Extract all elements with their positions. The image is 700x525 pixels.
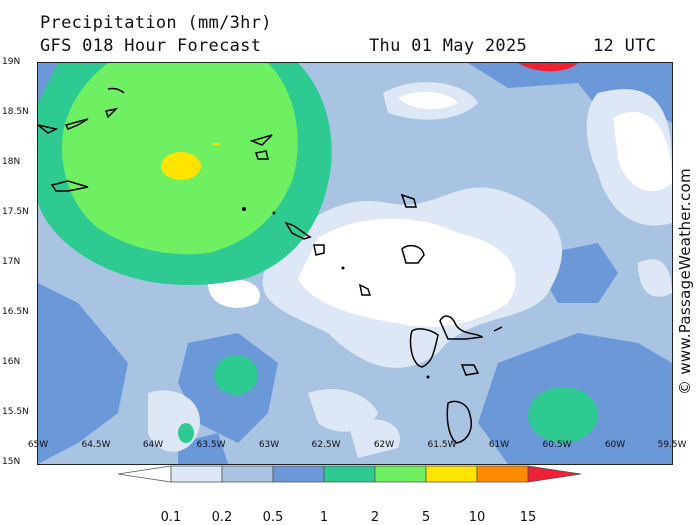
credit-text: © www.PassageWeather.com (676, 168, 694, 395)
legend-swatch (272, 465, 325, 483)
legend-swatch (323, 465, 376, 483)
lat-label-16-5n: 16.5N (2, 307, 29, 317)
lon-label-61-5w: 61.5W (427, 440, 457, 450)
legend-swatch (170, 465, 223, 483)
lon-label-63w: 63W (258, 440, 280, 450)
legend-label-10: 10 (468, 510, 486, 525)
legend-label-1: 1 (319, 510, 329, 525)
precipitation-field (38, 63, 672, 464)
legend-swatch (425, 465, 478, 483)
lon-label-65w: 65W (27, 440, 49, 450)
forecast-date: Thu 01 May 2025 (369, 36, 528, 56)
lat-label-15-5n: 15.5N (2, 407, 29, 417)
legend-arrow-high (527, 465, 582, 483)
lon-label-63-5w: 63.5W (196, 440, 226, 450)
lon-label-59-5w: 59.5W (657, 440, 687, 450)
lon-label-60-5w: 60.5W (542, 440, 572, 450)
precip-band-east (468, 63, 672, 123)
legend-label-0-1: 0.1 (160, 510, 182, 525)
lon-label-62-5w: 62.5W (311, 440, 341, 450)
legend-label-0-5: 0.5 (262, 510, 284, 525)
legend-arrow-low (118, 465, 172, 483)
lat-label-16n: 16N (2, 357, 21, 367)
coastlines (38, 87, 503, 444)
lat-label-17n: 17N (2, 257, 21, 267)
forecast-subtitle: GFS 018 Hour Forecast (40, 36, 262, 56)
lat-label-18n: 18N (2, 157, 21, 167)
lon-label-64w: 64W (142, 440, 164, 450)
legend-label-0-2: 0.2 (211, 510, 233, 525)
lon-label-60w: 60W (604, 440, 626, 450)
lat-label-15n: 15N (2, 457, 21, 467)
precipitation-map (37, 62, 673, 465)
legend-label-5: 5 (421, 510, 431, 525)
lat-label-19n: 19N (2, 57, 21, 67)
legend-swatch (374, 465, 427, 483)
precip-legend-bar (118, 465, 582, 483)
legend-swatch (476, 465, 529, 483)
lon-label-61w: 61W (488, 440, 510, 450)
lon-label-64-5w: 64.5W (81, 440, 111, 450)
legend-swatch (221, 465, 274, 483)
forecast-time: 12 UTC (593, 36, 657, 56)
lat-label-17-5n: 17.5N (2, 207, 29, 217)
lon-label-62w: 62W (373, 440, 395, 450)
peak-precip-cell (161, 152, 201, 180)
map-title: Precipitation (mm/3hr) (40, 13, 272, 33)
lat-label-18-5n: 18.5N (2, 107, 29, 117)
legend-label-15: 15 (519, 510, 537, 525)
legend-label-2: 2 (370, 510, 380, 525)
